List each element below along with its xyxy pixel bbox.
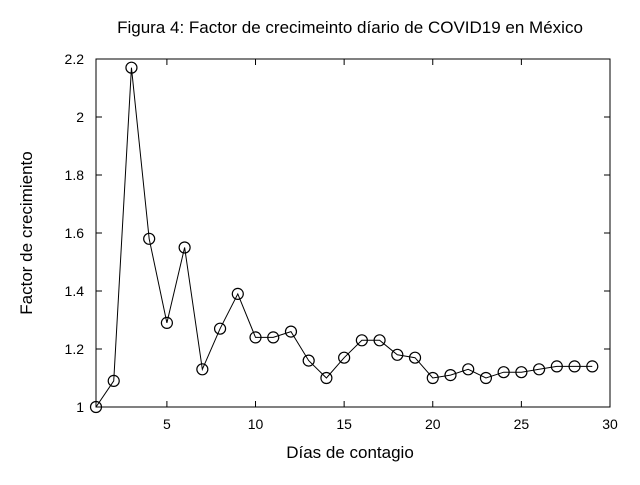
data-point <box>89 400 103 414</box>
data-point <box>533 363 546 376</box>
data-point <box>550 360 563 373</box>
data-point <box>515 366 528 379</box>
data-point <box>143 232 156 245</box>
data-point <box>355 334 368 347</box>
data-point <box>302 354 315 367</box>
y-tick-label: 1.2 <box>65 341 85 357</box>
data-point <box>213 322 227 335</box>
data-point <box>160 316 173 329</box>
data-point <box>284 325 298 338</box>
data-point <box>479 371 493 385</box>
data-point <box>586 360 599 373</box>
x-tick-label: 30 <box>602 416 618 432</box>
data-point <box>426 371 439 385</box>
x-tick-label: 15 <box>336 416 352 432</box>
data-point <box>196 363 209 376</box>
data-point <box>231 287 244 300</box>
data-point <box>444 369 457 382</box>
data-point <box>249 331 262 344</box>
x-tick-label: 20 <box>425 416 441 432</box>
x-tick-label: 25 <box>514 416 530 432</box>
data-point <box>391 348 404 361</box>
data-point <box>338 351 351 364</box>
y-tick-label: 1 <box>76 399 84 415</box>
data-point <box>107 374 120 387</box>
data-point <box>568 360 581 373</box>
data-point <box>462 363 475 376</box>
y-tick-label: 1.4 <box>65 283 85 299</box>
y-tick-label: 2.2 <box>65 51 85 67</box>
data-point <box>373 334 386 347</box>
y-tick-label: 1.8 <box>65 167 85 183</box>
y-axis-label: Factor de crecimiento <box>17 151 36 314</box>
plot-frame <box>95 58 611 408</box>
data-point <box>178 241 191 254</box>
x-tick-label: 10 <box>248 416 264 432</box>
x-axis-label: Días de contagio <box>286 443 414 462</box>
y-tick-label: 1.6 <box>65 225 85 241</box>
y-tick-label: 2 <box>76 109 84 125</box>
data-point <box>408 351 422 364</box>
data-point <box>320 371 333 385</box>
data-point <box>125 61 138 74</box>
series-line <box>95 67 593 408</box>
data-point <box>497 366 510 379</box>
x-tick-label: 5 <box>163 416 171 432</box>
chart-title: Figura 4: Factor de crecimeinto díario d… <box>117 18 583 37</box>
data-point <box>267 331 280 344</box>
